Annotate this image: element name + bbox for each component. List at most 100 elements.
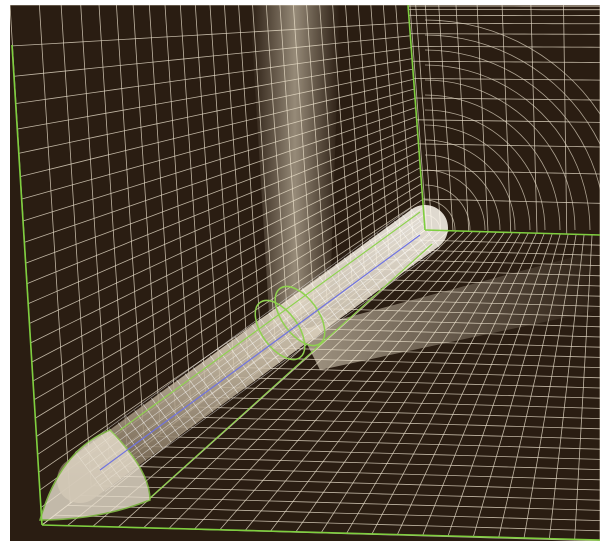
mesh-line bbox=[98, 5, 129, 460]
mesh-line bbox=[411, 45, 600, 48]
mesh-line bbox=[422, 198, 600, 204]
mesh-line bbox=[14, 35, 411, 77]
edge bbox=[424, 229, 601, 236]
mesh-line bbox=[424, 124, 531, 231]
mesh-line bbox=[20, 78, 414, 177]
mesh-line bbox=[182, 416, 600, 430]
mesh-line bbox=[28, 133, 418, 305]
mesh-line bbox=[357, 5, 378, 267]
mesh-line bbox=[418, 143, 600, 148]
mesh-line bbox=[424, 49, 600, 191]
ring bbox=[274, 285, 326, 347]
mesh-line bbox=[415, 5, 433, 231]
mesh-line bbox=[424, 64, 591, 231]
wake-glow bbox=[300, 250, 600, 370]
mesh-line bbox=[25, 116, 417, 264]
light-beam bbox=[250, 5, 340, 330]
mesh-line bbox=[409, 5, 428, 231]
mesh-line bbox=[54, 514, 600, 532]
mesh-line bbox=[104, 247, 441, 492]
mesh-line bbox=[224, 5, 249, 367]
mesh-line bbox=[424, 34, 600, 145]
mesh-line bbox=[93, 485, 600, 501]
mesh-line bbox=[530, 5, 538, 234]
mesh-line bbox=[246, 367, 600, 379]
mesh-line bbox=[424, 184, 471, 231]
domain-edges bbox=[11, 4, 601, 541]
glow bbox=[250, 5, 600, 370]
body-edge bbox=[119, 211, 421, 431]
mesh-line bbox=[179, 5, 207, 399]
mesh-line bbox=[395, 5, 414, 240]
mesh-line bbox=[233, 377, 600, 389]
mesh-line bbox=[424, 169, 486, 231]
mesh-line bbox=[207, 396, 600, 409]
mesh-line bbox=[144, 445, 600, 460]
mesh-line bbox=[148, 5, 177, 422]
mesh-line bbox=[99, 240, 436, 486]
mesh-line bbox=[17, 58, 413, 130]
mesh-line bbox=[31, 159, 420, 363]
mesh-line bbox=[209, 5, 235, 377]
mesh-line bbox=[420, 169, 600, 175]
edge bbox=[407, 4, 426, 231]
mesh-line bbox=[29, 142, 419, 324]
mesh-line bbox=[238, 5, 263, 356]
mesh-line bbox=[413, 78, 600, 81]
mesh-line bbox=[131, 455, 600, 470]
mesh-line bbox=[455, 5, 470, 232]
mesh-line bbox=[424, 139, 516, 231]
missile-body bbox=[39, 205, 448, 521]
mesh-line bbox=[345, 5, 366, 277]
mesh-line bbox=[164, 5, 192, 411]
mesh-line bbox=[220, 386, 600, 399]
mesh-line bbox=[23, 98, 416, 222]
mesh-line bbox=[34, 175, 422, 400]
mesh-line bbox=[194, 5, 221, 388]
mesh-line bbox=[370, 5, 390, 258]
mesh-line bbox=[169, 426, 600, 440]
mesh-line bbox=[424, 79, 576, 231]
mesh-line bbox=[74, 208, 411, 453]
mesh-line bbox=[424, 109, 546, 231]
body-edge bbox=[149, 243, 433, 499]
mesh-line bbox=[424, 94, 561, 231]
mesh-line bbox=[21, 88, 415, 200]
mesh-line bbox=[94, 234, 431, 479]
mesh-grid bbox=[10, 5, 600, 541]
mesh-line bbox=[12, 22, 410, 47]
mesh-line bbox=[24, 107, 416, 243]
mesh-line bbox=[410, 33, 600, 35]
mesh-line bbox=[195, 406, 600, 419]
mesh-line bbox=[415, 97, 600, 101]
mesh-line bbox=[424, 154, 501, 231]
mesh-line bbox=[80, 495, 600, 511]
mesh-line bbox=[36, 191, 423, 437]
mesh-line bbox=[26, 125, 418, 284]
mesh-line bbox=[84, 221, 421, 466]
nose-cone bbox=[39, 429, 151, 521]
mesh-line bbox=[32, 167, 421, 382]
mesh-line bbox=[67, 504, 600, 521]
mesh-line bbox=[105, 475, 600, 491]
mesh-line bbox=[382, 5, 402, 249]
mesh-line bbox=[38, 5, 71, 504]
mesh-line bbox=[118, 465, 600, 481]
mesh-line bbox=[60, 5, 92, 488]
mesh-line bbox=[563, 5, 568, 235]
mesh-line bbox=[80, 5, 111, 473]
mesh-line bbox=[16, 47, 412, 104]
mesh-line bbox=[424, 199, 456, 231]
mesh-line bbox=[19, 68, 413, 154]
mesh-line bbox=[35, 183, 422, 419]
mesh-line bbox=[501, 5, 512, 233]
mesh-line bbox=[424, 5, 442, 231]
mesh-line bbox=[412, 60, 600, 63]
edge bbox=[41, 524, 601, 541]
mesh-line bbox=[116, 5, 145, 447]
edge bbox=[11, 44, 43, 526]
mesh-line bbox=[30, 150, 420, 344]
mesh-line bbox=[416, 119, 600, 123]
mesh-line bbox=[424, 19, 600, 115]
